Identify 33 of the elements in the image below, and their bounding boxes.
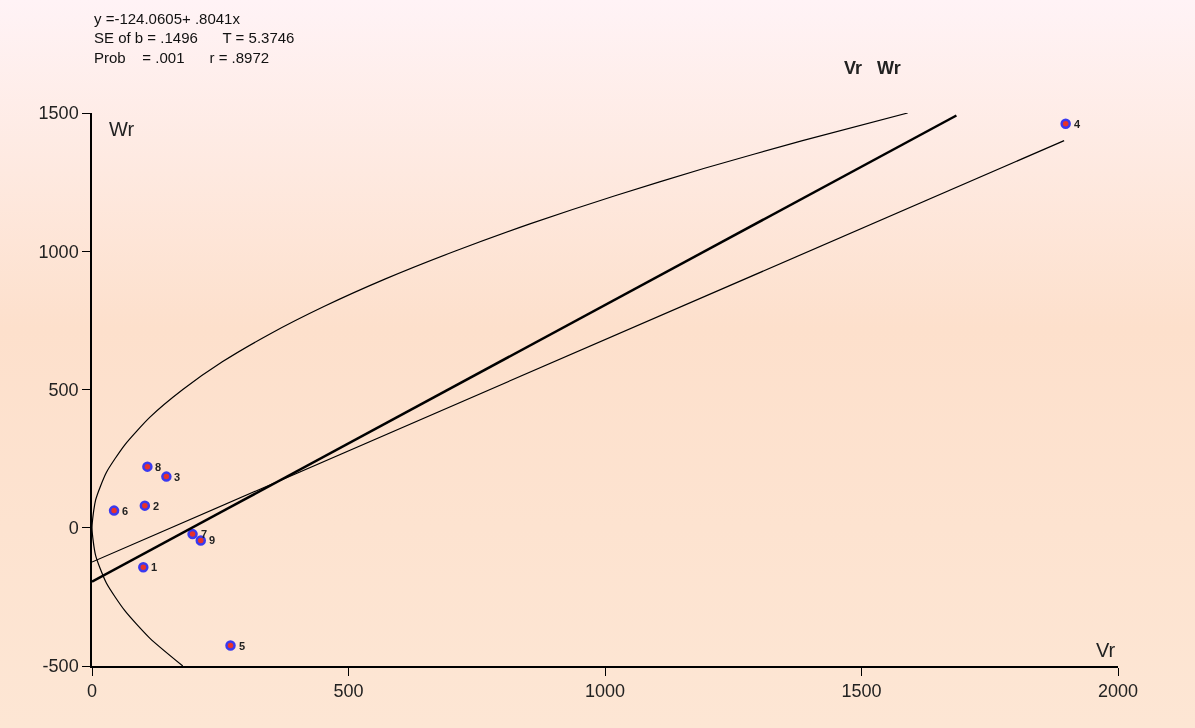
point [138,562,149,573]
y-tick-label: 1500 [38,103,79,124]
point [142,461,153,472]
point [1060,118,1071,130]
annotation: 7 [201,528,208,540]
y-tick-label: 0 [68,518,79,539]
point [187,528,198,540]
annotation: 1 [151,561,158,573]
point [139,500,151,511]
y-axis-title: Wr [109,118,135,140]
point [108,505,120,516]
annotation: 5 [239,640,246,652]
annotation: 9 [209,534,216,546]
x-axis-title: Vr [1096,639,1116,661]
text: Prob = .001 r = .8972 [94,49,270,66]
text: y =-124.0605+ .8041x [94,10,241,27]
annotation: 4 [1074,118,1081,130]
point [161,471,172,482]
x-tick-label: 0 [86,681,98,702]
annotation: 6 [122,505,129,517]
point [225,640,236,651]
y-tick-label: 500 [48,379,79,400]
text: SE of b = .1496 T = 5.3746 [94,29,295,46]
x-tick-label: 1000 [584,681,626,702]
x-tick-label: 2000 [1097,681,1139,702]
y-tick-label: 1000 [38,241,79,262]
y-tick-label: -500 [42,656,79,677]
annotation: 8 [155,461,162,473]
annotation: 2 [153,500,160,512]
annotation: 3 [174,471,181,483]
x-tick-label: 500 [333,681,364,702]
x-tick-label: 1500 [841,681,882,702]
chart-title: Vr Wr [844,58,901,79]
